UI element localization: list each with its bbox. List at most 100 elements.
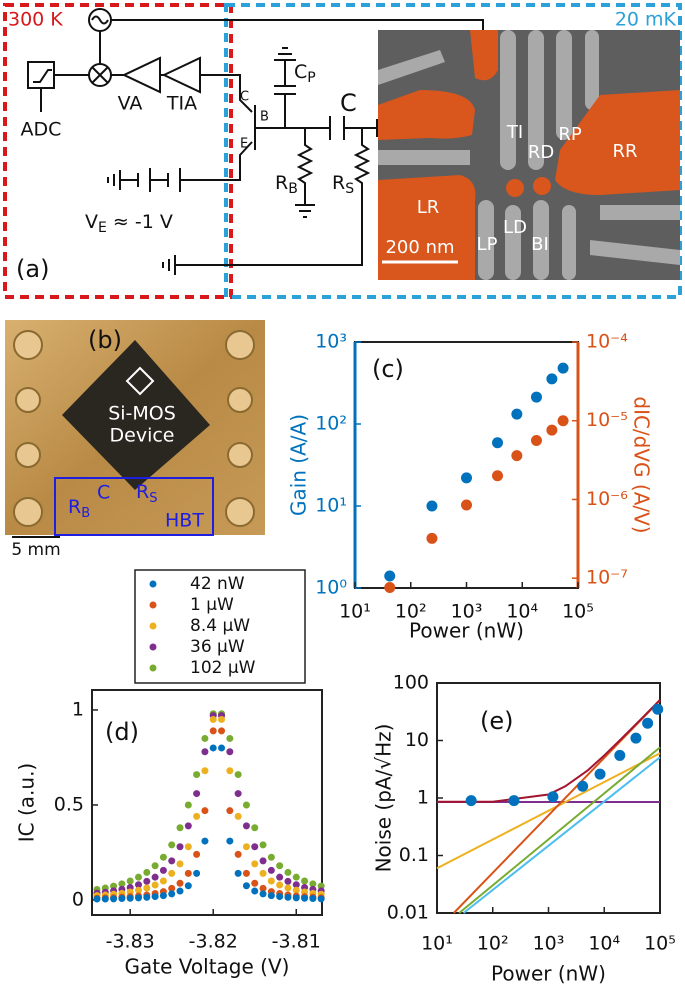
data-point bbox=[259, 841, 267, 849]
data-point bbox=[259, 857, 267, 865]
data-point bbox=[642, 717, 654, 729]
data-point bbox=[226, 767, 234, 775]
legend-marker bbox=[149, 643, 157, 651]
data-point bbox=[557, 415, 569, 427]
y2-tick-label: 10⁻⁴ bbox=[586, 331, 628, 353]
data-point bbox=[159, 892, 167, 900]
x-tick-label: 10³ bbox=[533, 933, 565, 955]
data-point bbox=[184, 882, 192, 890]
x-tick-label: -3.81 bbox=[272, 931, 321, 953]
y-tick-label: 1 bbox=[417, 787, 429, 809]
data-point bbox=[267, 866, 275, 874]
data-point bbox=[134, 873, 142, 881]
data-point bbox=[134, 894, 142, 902]
data-point bbox=[118, 895, 126, 903]
circuit-label: TIA bbox=[166, 93, 197, 115]
legend-label: 36 μW bbox=[190, 637, 245, 657]
data-point bbox=[143, 877, 151, 885]
legend-marker bbox=[149, 580, 157, 588]
panel-label: (d) bbox=[105, 718, 139, 746]
y-tick-label: 0.5 bbox=[54, 793, 84, 815]
data-point bbox=[93, 895, 101, 903]
data-point bbox=[530, 391, 542, 403]
data-point bbox=[614, 749, 626, 761]
label-rest: ≈ -1 V bbox=[107, 211, 173, 233]
data-point bbox=[259, 890, 267, 898]
data-point bbox=[226, 748, 234, 756]
sem-label: TI bbox=[506, 122, 523, 143]
data-point bbox=[259, 869, 267, 877]
data-point bbox=[276, 873, 284, 881]
data-point bbox=[143, 884, 151, 892]
circuit-label: VA bbox=[118, 93, 143, 115]
data-point bbox=[492, 470, 504, 482]
data-point bbox=[292, 881, 300, 889]
sem-label: RR bbox=[612, 141, 637, 162]
data-point bbox=[301, 894, 309, 902]
data-point bbox=[242, 869, 250, 877]
data-point bbox=[301, 877, 309, 885]
data-point bbox=[292, 886, 300, 894]
data-point bbox=[134, 886, 142, 894]
data-point bbox=[184, 843, 192, 851]
label-main: R bbox=[275, 172, 288, 194]
data-point bbox=[193, 850, 201, 858]
data-point bbox=[461, 472, 472, 484]
data-point bbox=[201, 807, 209, 815]
sem-label: RD bbox=[528, 142, 554, 163]
legend-marker bbox=[149, 601, 157, 609]
sem-label: LP bbox=[477, 234, 498, 255]
x-axis-label: Power (nW) bbox=[491, 962, 606, 986]
data-point bbox=[251, 879, 259, 887]
data-point bbox=[226, 734, 234, 742]
data-point bbox=[218, 715, 226, 723]
data-point bbox=[426, 500, 438, 512]
x-tick-label: 10³ bbox=[451, 601, 483, 623]
sem-label: BI bbox=[531, 234, 549, 255]
data-point bbox=[118, 880, 126, 888]
label-main: C bbox=[294, 61, 307, 83]
label-sub: B bbox=[288, 181, 298, 197]
data-point bbox=[267, 853, 275, 861]
panel-b: Si-MOS Device (b) RB C RS HBT 5 mm bbox=[5, 320, 265, 560]
legend-label: 1 μW bbox=[190, 595, 234, 615]
data-point bbox=[594, 768, 606, 780]
legend-marker bbox=[149, 664, 157, 672]
data-point bbox=[143, 893, 151, 901]
y-tick-label: 10³ bbox=[315, 331, 347, 353]
board-label: RS bbox=[136, 481, 157, 506]
legend-box bbox=[134, 569, 306, 684]
device-label: Si-MOS bbox=[108, 403, 176, 425]
data-point bbox=[193, 869, 201, 877]
sem-label: LD bbox=[503, 217, 527, 238]
data-point bbox=[184, 822, 192, 830]
data-point bbox=[159, 853, 167, 861]
circuit-label: CP bbox=[294, 61, 316, 87]
y-tick-label: 10 bbox=[405, 729, 429, 751]
y-tick-label: 10¹ bbox=[315, 495, 347, 517]
board-label: C bbox=[97, 482, 110, 504]
data-point bbox=[193, 771, 201, 779]
data-point bbox=[284, 868, 292, 876]
data-point bbox=[259, 884, 267, 892]
data-point bbox=[209, 744, 217, 752]
label-main: R bbox=[68, 496, 81, 518]
data-point bbox=[276, 893, 284, 901]
x-tick-label: -3.83 bbox=[106, 931, 155, 953]
sem-image bbox=[378, 30, 680, 280]
data-point bbox=[218, 727, 226, 735]
data-point bbox=[652, 703, 664, 715]
data-point bbox=[251, 824, 259, 832]
data-point bbox=[134, 881, 142, 889]
scale-bar-label: 200 nm bbox=[385, 237, 454, 258]
data-point bbox=[126, 894, 134, 902]
legend-label: 102 μW bbox=[190, 658, 256, 678]
data-point bbox=[284, 884, 292, 892]
x-tick-label: 10⁴ bbox=[506, 601, 538, 623]
circuit-label: B bbox=[260, 110, 269, 125]
x-tick-label: 10¹ bbox=[339, 601, 371, 623]
circuit-label: RS bbox=[332, 172, 354, 198]
data-point bbox=[251, 860, 259, 868]
data-point bbox=[251, 843, 259, 851]
